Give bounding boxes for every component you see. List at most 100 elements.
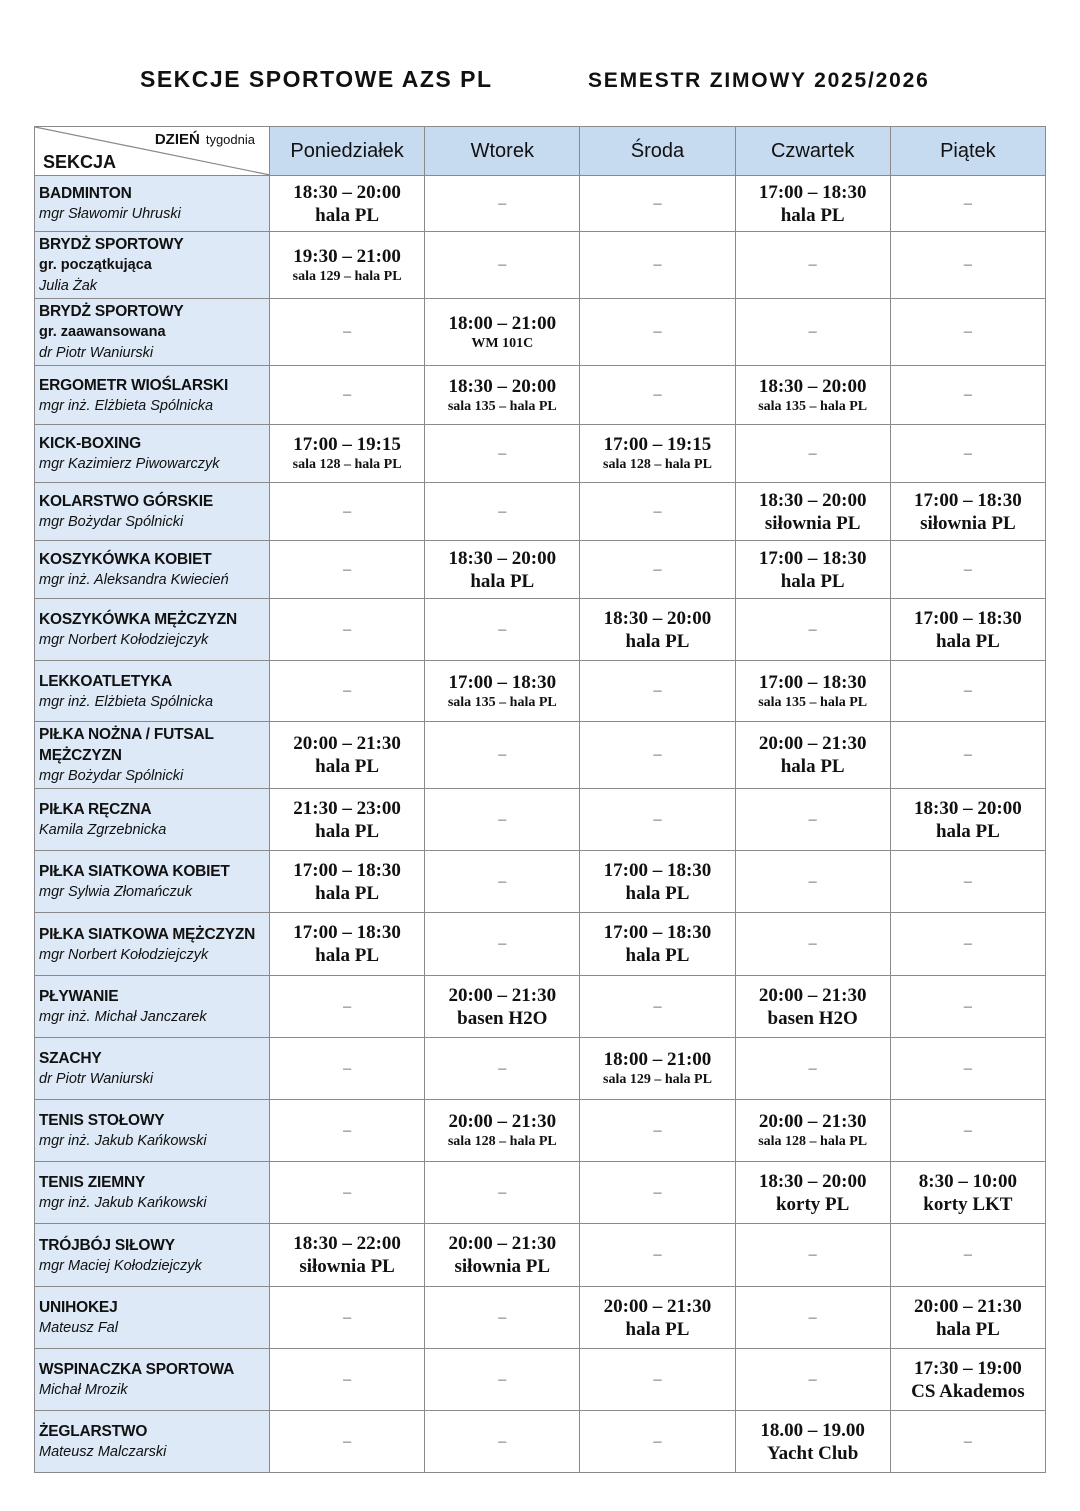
schedule-cell: – — [889, 1037, 1047, 1100]
schedule-cell: 18:30 – 22:00 siłownia PL — [268, 1223, 426, 1287]
section-instructor: mgr Maciej Kołodziejczyk — [39, 1257, 202, 1274]
section-name: ERGOMETR WIOŚLARSKI — [39, 376, 229, 394]
schedule-cell: 17:00 – 18:30 hala PL — [579, 850, 736, 913]
schedule-cell: – — [734, 788, 891, 851]
section-group: gr. zaawansowana — [39, 324, 166, 340]
session-time: 17:00 – 18:30 — [758, 181, 867, 203]
schedule-cell: – — [579, 231, 736, 299]
session-time: 20:00 – 21:30 — [293, 733, 401, 754]
empty-dash: – — [963, 386, 972, 403]
schedule-table: DZIEŃ tygodnia SEKCJA Poniedziałek Wtorek Ś… — [34, 126, 1047, 1473]
schedule-cell: – — [734, 1223, 891, 1287]
session-time: 17:00 – 18:30 — [293, 859, 401, 881]
section-name: SZACHY — [39, 1050, 102, 1067]
schedule-cell: – — [734, 598, 891, 661]
schedule-cell: – — [579, 175, 736, 232]
session-time: 20:00 – 21:30 — [448, 1233, 557, 1254]
session-time: 17:00 – 18:30 — [914, 489, 1022, 511]
schedule-cell: 18:00 – 21:00 sala 129 – hala PL — [579, 1037, 736, 1100]
schedule-cell: – — [734, 424, 891, 483]
session-place: hala PL — [935, 1318, 1000, 1340]
section-cell: PIŁKA SIATKOWA KOBIET mgr Sylwia Złomańcz… — [34, 850, 270, 913]
schedule-cell: – — [424, 175, 581, 232]
corner-week-label: tygodnia — [205, 132, 255, 147]
session-time: 18:30 – 20:00 — [758, 1170, 867, 1192]
corner-day-label: DZIEŃ — [154, 131, 200, 148]
section-cell: ŻEGLARSTWO Mateusz Malczarski — [34, 1410, 270, 1473]
schedule-cell: 17:00 – 18:30 sala 135 – hala PL — [424, 660, 581, 722]
session-place: sala 135 – hala PL — [758, 398, 868, 414]
schedule-cell: 17:00 – 18:30 hala PL — [734, 540, 891, 599]
schedule-cell: 8:30 – 10:00 korty LKT — [889, 1161, 1047, 1224]
empty-dash: – — [653, 502, 662, 520]
section-cell: BADMINTON mgr Sławomir Uhruski — [34, 175, 270, 232]
section-instructor: Kamila Zgrzebnicka — [39, 822, 167, 838]
diagonal-divider — [35, 127, 269, 175]
schedule-cell: 17:00 – 18:30 hala PL — [734, 175, 891, 232]
schedule-cell: 20:00 – 21:30 sala 128 – hala PL — [734, 1099, 891, 1162]
empty-dash: – — [653, 323, 662, 340]
empty-dash: – — [653, 560, 662, 578]
schedule-cell: – — [579, 1161, 736, 1224]
schedule-cell: – — [579, 365, 736, 425]
schedule-cell: 18:30 – 20:00 siłownia PL — [734, 482, 891, 541]
schedule-cell: – — [268, 975, 426, 1038]
empty-dash: – — [498, 194, 507, 212]
table-row: ŻEGLARSTWO Mateusz Malczarski – – – 18.00 – 1… — [34, 1410, 1047, 1473]
schedule-cell: 17:00 – 19:15 sala 128 – hala PL — [579, 424, 736, 483]
section-cell: PIŁKA SIATKOWA MĘŻCZYZN mgr Norbert Kołod… — [34, 912, 270, 976]
session-place: korty LKT — [923, 1193, 1013, 1215]
corner-cell: DZIEŃ tygodnia SEKCJA — [34, 126, 270, 176]
empty-dash: – — [343, 502, 352, 520]
schedule-cell: – — [424, 482, 581, 541]
schedule-cell: 18:30 – 20:00 korty PL — [734, 1161, 891, 1224]
table-row: BRYDŻ SPORTOWY gr. początkująca Julia Żak 1… — [34, 231, 1047, 299]
empty-dash: – — [808, 935, 817, 952]
corner-section-label: SEKCJA — [43, 152, 117, 172]
empty-dash: – — [498, 1308, 507, 1326]
session-place: hala PL — [315, 756, 380, 777]
table-row: BRYDŻ SPORTOWY gr. zaawansowana dr Piotr W… — [34, 298, 1047, 366]
session-place: CS Akademos — [911, 1380, 1025, 1402]
session-place: hala PL — [935, 820, 1000, 842]
schedule-cell: – — [579, 660, 736, 722]
section-instructor: mgr inż. Jakub Kańkowski — [39, 1133, 207, 1149]
section-name: TENIS ZIEMNY — [39, 1174, 146, 1191]
empty-dash: – — [808, 1370, 817, 1388]
section-name: ŻEGLARSTWO — [39, 1423, 148, 1440]
session-time: 18:00 – 21:00 — [603, 1049, 712, 1070]
section-cell: KOSZYKÓWKA MĘŻCZYZN mgr Norbert Kołodziej… — [34, 598, 270, 661]
day-header-4: Piątek — [889, 126, 1047, 176]
table-row: TENIS STOŁOWY mgr inż. Jakub Kańkowski – 20… — [34, 1099, 1047, 1162]
section-instructor: mgr inż. Jakub Kańkowski — [39, 1195, 207, 1211]
session-time: 17:00 – 18:30 — [448, 671, 557, 693]
schedule-cell: – — [889, 175, 1047, 232]
schedule-cell: 18:30 – 20:00 hala PL — [889, 788, 1047, 851]
section-cell: UNIHOKEJ Mateusz Fal — [34, 1286, 270, 1349]
session-time: 20:00 – 21:30 — [758, 1111, 867, 1132]
empty-dash: – — [963, 1432, 972, 1450]
schedule-cell: 18:30 – 20:00 sala 135 – hala PL — [424, 365, 581, 425]
section-cell: SZACHY dr Piotr Waniurski — [34, 1037, 270, 1100]
section-instructor: Mateusz Malczarski — [39, 1444, 167, 1460]
header-row: DZIEŃ tygodnia SEKCJA Poniedziałek Wtorek Ś… — [34, 126, 1047, 176]
empty-dash: – — [808, 1308, 817, 1326]
session-place: hala PL — [935, 630, 1000, 652]
section-instructor: mgr Bożydar Spólnicki — [39, 514, 184, 530]
empty-dash: – — [343, 1308, 352, 1326]
schedule-cell: – — [889, 1223, 1047, 1287]
session-place: hala PL — [315, 945, 380, 966]
empty-dash: – — [498, 935, 507, 952]
empty-dash: – — [808, 444, 817, 462]
schedule-cell: 17:00 – 19:15 sala 128 – hala PL — [268, 424, 426, 483]
section-cell: PIŁKA RĘCZNA Kamila Zgrzebnicka — [34, 788, 270, 851]
schedule-cell: – — [734, 231, 891, 299]
session-place: sala 135 – hala PL — [447, 398, 557, 414]
session-time: 17:00 – 18:30 — [603, 922, 712, 943]
section-cell: WSPINACZKA SPORTOWA Michał Mrozik — [34, 1348, 270, 1411]
schedule-cell: – — [579, 1410, 736, 1473]
table-row: WSPINACZKA SPORTOWA Michał Mrozik – – – – 17:3… — [34, 1348, 1047, 1411]
session-place: hala PL — [625, 630, 690, 652]
section-instructor: dr Piotr Waniurski — [39, 1071, 154, 1087]
section-cell: KOSZYKÓWKA KOBIET mgr inż. Aleksandra Kwi… — [34, 540, 270, 599]
